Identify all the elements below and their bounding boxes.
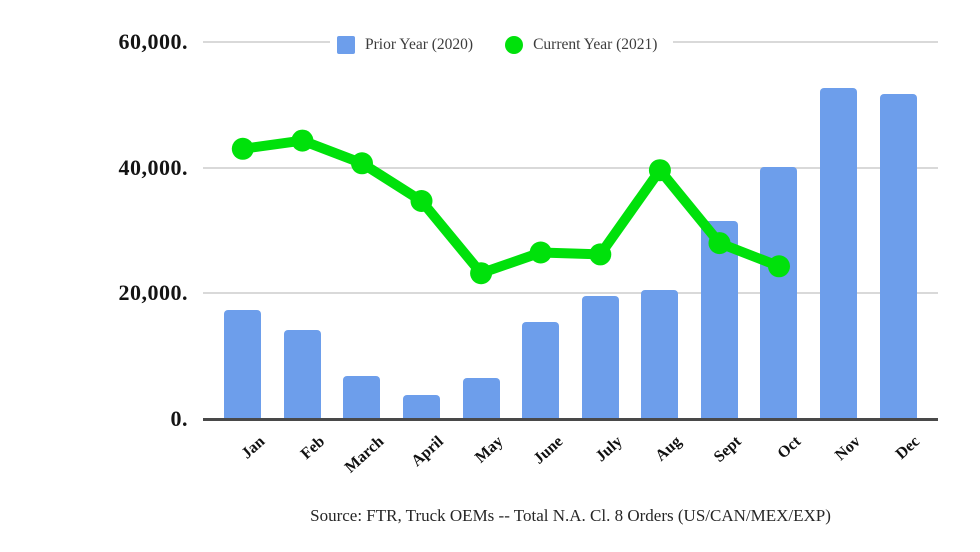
x-axis-line xyxy=(203,418,938,421)
line-point-aug xyxy=(648,159,671,182)
bar-feb xyxy=(283,330,321,419)
line-point-march xyxy=(351,152,373,175)
x-axis-labels: Jan Feb March April May June July Aug Sept Oct Nov… xyxy=(213,419,928,489)
line-point-oct xyxy=(768,255,790,278)
x-tick-label-dec: Dec xyxy=(893,433,924,463)
line-point-may xyxy=(470,262,493,285)
x-slot: Nov xyxy=(809,419,869,489)
y-axis-labels: 0. 20,000. 40,000. 60,000. xyxy=(0,29,188,431)
x-slot: Sept xyxy=(690,419,750,489)
bar-oct xyxy=(760,167,798,419)
bar-slot xyxy=(511,42,571,419)
bar-slot xyxy=(273,42,333,419)
bar-slot xyxy=(570,42,630,419)
bar-slot xyxy=(868,42,928,419)
x-slot: Feb xyxy=(273,419,333,489)
x-slot: June xyxy=(511,419,571,489)
line-point-jan xyxy=(231,137,254,160)
x-tick-label-jan: Jan xyxy=(238,433,269,463)
bar-slot xyxy=(809,42,869,419)
bar-aug xyxy=(641,290,679,419)
x-slot: April xyxy=(392,419,452,489)
y-tick-label: 20,000. xyxy=(118,280,188,306)
line-point-sept xyxy=(708,232,731,255)
legend-label-current-year: Current Year (2021) xyxy=(533,35,658,53)
x-slot: Aug xyxy=(630,419,690,489)
bar-july xyxy=(581,295,619,419)
x-tick-label-sept: Sept xyxy=(710,433,745,466)
bar-slot xyxy=(392,42,452,419)
bar-may xyxy=(462,378,500,419)
x-slot: Dec xyxy=(868,419,928,489)
bar-jan xyxy=(224,309,262,419)
x-tick-label-nov: Nov xyxy=(832,433,864,465)
bar-slot xyxy=(332,42,392,419)
x-tick-label-march: March xyxy=(341,433,388,477)
x-tick-label-april: April xyxy=(408,433,447,471)
gridline xyxy=(203,292,938,295)
x-tick-label-june: June xyxy=(530,433,567,468)
legend-item-prior-year: Prior Year (2020) xyxy=(337,35,474,54)
x-tick-label-aug: Aug xyxy=(652,433,686,465)
bar-series xyxy=(213,42,928,419)
bar-slot xyxy=(213,42,273,419)
gridline xyxy=(203,166,938,169)
x-slot: March xyxy=(332,419,392,489)
line-point-feb xyxy=(291,129,314,152)
bar-slot xyxy=(451,42,511,419)
source-note: Source: FTR, Truck OEMs -- Total N.A. Cl… xyxy=(310,506,831,525)
plot-area xyxy=(203,41,938,421)
x-slot: May xyxy=(451,419,511,489)
x-tick-label-oct: Oct xyxy=(774,433,805,463)
bar-nov xyxy=(820,87,858,419)
bar-swatch-icon xyxy=(337,35,355,54)
y-tick-label: 0. xyxy=(170,406,188,431)
line-swatch-icon xyxy=(505,35,524,54)
y-tick-label: 60,000. xyxy=(118,29,188,54)
bar-june xyxy=(522,322,560,419)
y-tick-label: 40,000. xyxy=(118,154,188,180)
bar-april xyxy=(403,394,441,419)
x-slot: Jan xyxy=(213,419,273,489)
x-slot: July xyxy=(570,419,630,489)
x-tick-label-july: July xyxy=(592,433,626,466)
line-series xyxy=(231,129,790,285)
bar-march xyxy=(343,375,381,419)
current-year-line xyxy=(237,135,784,279)
x-tick-label-feb: Feb xyxy=(297,433,328,463)
bar-dec xyxy=(879,93,917,419)
line-point-july xyxy=(589,243,612,266)
x-slot: Oct xyxy=(749,419,809,489)
line-point-june xyxy=(529,241,552,264)
chart-legend: Prior Year (2020) Current Year (2021) xyxy=(330,31,674,58)
x-tick-label-may: May xyxy=(471,433,507,467)
line-point-april xyxy=(410,190,433,212)
bar-slot xyxy=(749,42,809,419)
legend-item-current-year: Current Year (2021) xyxy=(505,35,658,54)
legend-label-prior-year: Prior Year (2020) xyxy=(365,35,474,53)
bar-slot xyxy=(630,42,690,419)
